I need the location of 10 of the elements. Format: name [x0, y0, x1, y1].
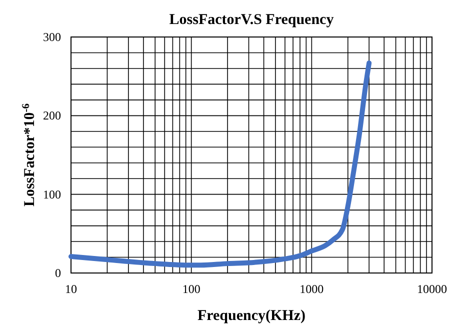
x-tick-label: 10000 [417, 282, 447, 296]
x-tick-label: 100 [182, 282, 200, 296]
y-tick-label: 100 [43, 187, 61, 202]
x-tick-label: 10 [65, 282, 77, 296]
y-tick-label: 200 [43, 108, 61, 123]
x-axis-title: Frequency(KHz) [197, 308, 306, 324]
chart-title: LossFactorV.S Frequency [169, 12, 334, 28]
y-tick-label: 0 [55, 266, 61, 280]
y-tick-label: 300 [43, 30, 61, 44]
x-tick-label: 1000 [300, 282, 324, 296]
